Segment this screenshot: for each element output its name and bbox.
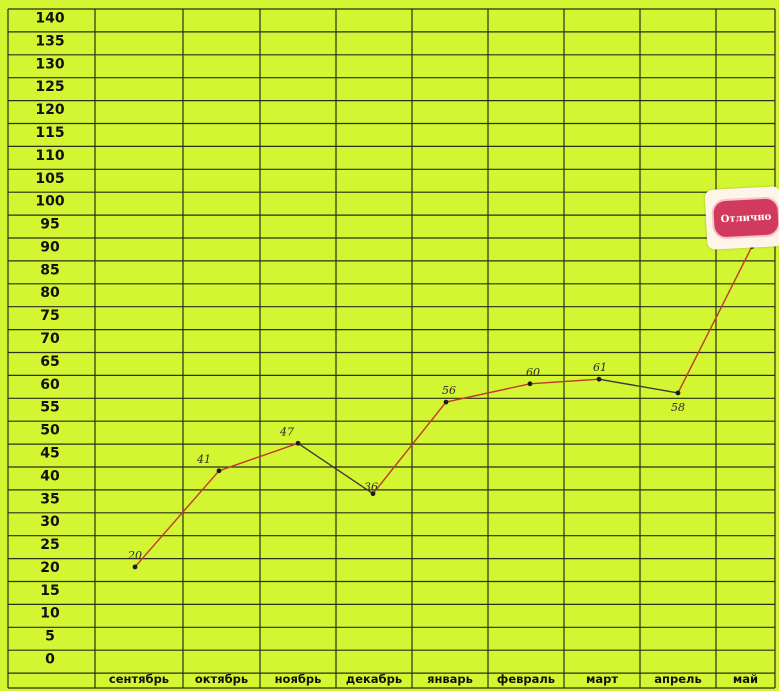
- y-tick-label: 130: [35, 56, 64, 72]
- x-tick-label: декабрь: [346, 672, 402, 686]
- data-point: [132, 564, 138, 570]
- data-point: [370, 491, 376, 497]
- y-tick-label: 140: [35, 11, 64, 27]
- y-tick-label: 60: [40, 377, 60, 393]
- data-label: 41: [196, 453, 211, 466]
- x-tick-label: апрель: [654, 672, 701, 686]
- y-tick-label: 30: [40, 514, 60, 530]
- data-point: [443, 399, 449, 405]
- data-point: [675, 390, 681, 396]
- y-tick-label: 5: [45, 629, 55, 645]
- line-segment: [598, 378, 679, 394]
- line-segment: [529, 378, 600, 385]
- y-tick-label: 15: [40, 583, 59, 599]
- data-label: 36: [364, 481, 378, 494]
- line-segment: [677, 246, 753, 394]
- data-point: [527, 381, 533, 387]
- y-tick-label: 100: [35, 194, 64, 210]
- data-label: 60: [526, 366, 540, 379]
- x-tick-label: январь: [427, 672, 473, 686]
- y-tick-label: 20: [40, 560, 60, 576]
- y-tick-label: 70: [40, 331, 60, 347]
- y-axis-ticks: 1401351301251201151101051009590858075706…: [35, 11, 64, 668]
- y-tick-label: 90: [40, 239, 60, 255]
- sticker-label: Отлично: [720, 211, 772, 225]
- x-tick-label: март: [586, 672, 618, 686]
- y-tick-label: 95: [40, 217, 59, 233]
- y-tick-label: 35: [40, 491, 59, 507]
- y-tick-label: 105: [35, 171, 64, 187]
- data-label: 56: [442, 384, 456, 397]
- y-tick-label: 125: [35, 79, 64, 95]
- y-tick-label: 50: [40, 423, 60, 439]
- y-tick-label: 85: [40, 262, 59, 278]
- x-tick-label: октябрь: [195, 672, 248, 686]
- y-tick-label: 115: [35, 125, 64, 141]
- line-segment: [297, 442, 374, 495]
- data-point: [596, 376, 602, 382]
- x-axis-ticks: сентябрь октябрь ноябрь декабрь январь феврал…: [109, 672, 758, 686]
- y-tick-label: 40: [40, 468, 60, 484]
- line-segment: [445, 383, 531, 403]
- y-tick-label: 25: [40, 537, 59, 553]
- x-tick-label: февраль: [497, 672, 555, 686]
- y-tick-label: 65: [40, 354, 59, 370]
- data-point: [216, 468, 222, 474]
- data-points: [132, 244, 755, 570]
- x-tick-label: май: [733, 672, 758, 686]
- y-tick-label: 120: [35, 102, 64, 118]
- data-label: 61: [593, 361, 607, 374]
- data-line: [134, 246, 753, 568]
- line-segment: [134, 470, 220, 568]
- y-tick-label: 55: [40, 400, 59, 416]
- line-segment: [218, 442, 299, 472]
- x-tick-label: ноябрь: [275, 672, 322, 686]
- y-tick-label: 80: [40, 285, 60, 301]
- y-tick-label: 10: [40, 606, 60, 622]
- y-tick-label: 0: [45, 652, 55, 668]
- data-point: [295, 440, 301, 446]
- x-tick-label: сентябрь: [109, 672, 169, 686]
- sticker-badge: Отлично: [710, 196, 779, 240]
- y-tick-label: 75: [40, 308, 59, 324]
- line-segment: [372, 401, 447, 495]
- data-label: 47: [279, 425, 294, 438]
- data-label: 58: [671, 401, 685, 414]
- y-tick-label: 45: [40, 445, 59, 461]
- excellent-sticker: Отлично: [704, 186, 779, 250]
- y-tick-label: 135: [35, 33, 64, 49]
- y-tick-label: 110: [35, 148, 64, 164]
- data-label: 20: [127, 549, 142, 562]
- chart-grid: [7, 8, 776, 689]
